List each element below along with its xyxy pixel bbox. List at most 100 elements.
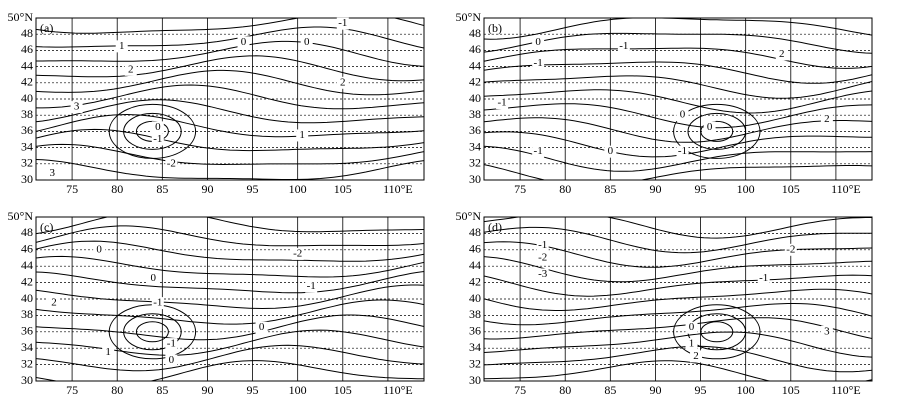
label-bg [291, 247, 304, 260]
contour-label: -1 [338, 17, 347, 29]
contour-label: -1 [167, 338, 176, 350]
x-tick-label: 85 [604, 182, 616, 196]
contour-line [484, 360, 872, 381]
contour-line [36, 314, 424, 341]
x-tick-label: 90 [649, 383, 661, 397]
x-tick-label: 90 [201, 383, 213, 397]
contour-label: -1 [678, 145, 687, 157]
contours [484, 18, 872, 180]
contour-label: -2 [293, 247, 302, 259]
y-tick-label: 40 [469, 291, 481, 305]
contour-label: 0 [259, 321, 265, 333]
label-bg [300, 36, 313, 49]
contour-label: -1 [153, 133, 162, 145]
label-bg [532, 57, 545, 70]
contour-label: -2 [538, 252, 547, 264]
contour-label: -1 [534, 145, 543, 157]
x-tick-label: 105 [334, 383, 352, 397]
y-tick-label: 36 [469, 123, 481, 137]
y-tick-label: 32 [21, 356, 33, 370]
contour-line [36, 159, 424, 180]
contour-line [36, 344, 424, 372]
y-tick-label: 34 [469, 340, 481, 354]
label-bg [676, 109, 689, 122]
label-bg [496, 97, 509, 110]
contour-label: 1 [119, 40, 125, 52]
frame [35, 216, 425, 382]
contour-line [484, 89, 872, 114]
y-tick-label: 30 [21, 373, 33, 387]
contour-label: -1 [497, 97, 506, 109]
y-tick-label: 50°N [8, 209, 34, 223]
label-bg [115, 40, 128, 53]
label-bg [124, 63, 137, 76]
y-tick-label: 38 [469, 107, 481, 121]
contour-line [108, 103, 197, 159]
contour-line [36, 240, 424, 262]
y-tick-label: 34 [469, 139, 481, 153]
y-tick-label: 32 [469, 156, 481, 170]
contour-label: 3 [49, 167, 55, 179]
y-tick-label: 38 [21, 307, 33, 321]
y-tick-label: 42 [469, 75, 481, 89]
contour-line [484, 117, 872, 143]
contour-line [36, 18, 424, 34]
label-bg [604, 145, 617, 158]
contour-line [484, 217, 872, 239]
y-tick-label: 46 [469, 242, 481, 256]
x-tick-label: 95 [247, 383, 259, 397]
contour-line [484, 164, 872, 180]
y-tick-label: 36 [21, 123, 33, 137]
contour-label: -2 [167, 157, 176, 169]
contour-label: -3 [538, 268, 548, 280]
contour-line [673, 103, 761, 159]
panel-label: (a) [40, 21, 53, 35]
x-tick-label: 85 [156, 182, 168, 196]
contour-line [36, 69, 424, 96]
contour-line [484, 345, 872, 373]
y-tick-label: 40 [469, 91, 481, 105]
contour-line [484, 47, 872, 69]
contour-line [135, 321, 169, 343]
contour-label: 0 [707, 121, 713, 133]
y-tick-label: 36 [469, 324, 481, 338]
contour-label: 0 [241, 36, 247, 48]
contour-line [36, 360, 424, 381]
y-tick-label: 44 [469, 58, 481, 72]
x-tick-label: 110°E [831, 182, 861, 196]
contour-label: 0 [689, 321, 695, 333]
label-bg [165, 157, 178, 170]
x-tick-label: 100 [737, 383, 755, 397]
label-bg [93, 243, 106, 256]
y-tick-label: 50°N [456, 10, 482, 24]
y-tick-label: 50°N [8, 10, 34, 24]
contour-line [484, 331, 872, 358]
contour-line [36, 271, 424, 294]
y-tick-label: 48 [469, 225, 481, 239]
y-tick-label: 32 [469, 356, 481, 370]
label-bg [676, 145, 689, 158]
contour-line [484, 18, 872, 40]
label-bg [296, 129, 309, 142]
label-bg [820, 113, 833, 126]
contour-label: -2 [786, 243, 795, 255]
x-tick-label: 100 [737, 182, 755, 196]
label-bg [165, 338, 178, 351]
x-tick-label: 105 [782, 383, 800, 397]
contour-line [36, 40, 424, 67]
x-tick-label: 105 [782, 182, 800, 196]
y-tick-label: 46 [21, 242, 33, 256]
contour-label: -1 [307, 280, 316, 292]
x-tick-label: 75 [66, 383, 78, 397]
y-tick-label: 38 [469, 307, 481, 321]
y-tick-label: 42 [21, 274, 33, 288]
frame [483, 216, 873, 382]
y-tick-label: 44 [21, 258, 33, 272]
contour-label: 0 [169, 354, 175, 366]
y-tick-label: 34 [21, 139, 33, 153]
label-bg [532, 36, 545, 49]
y-tick-label: 34 [21, 340, 33, 354]
contour-line [36, 143, 424, 166]
label-bg [147, 272, 160, 285]
